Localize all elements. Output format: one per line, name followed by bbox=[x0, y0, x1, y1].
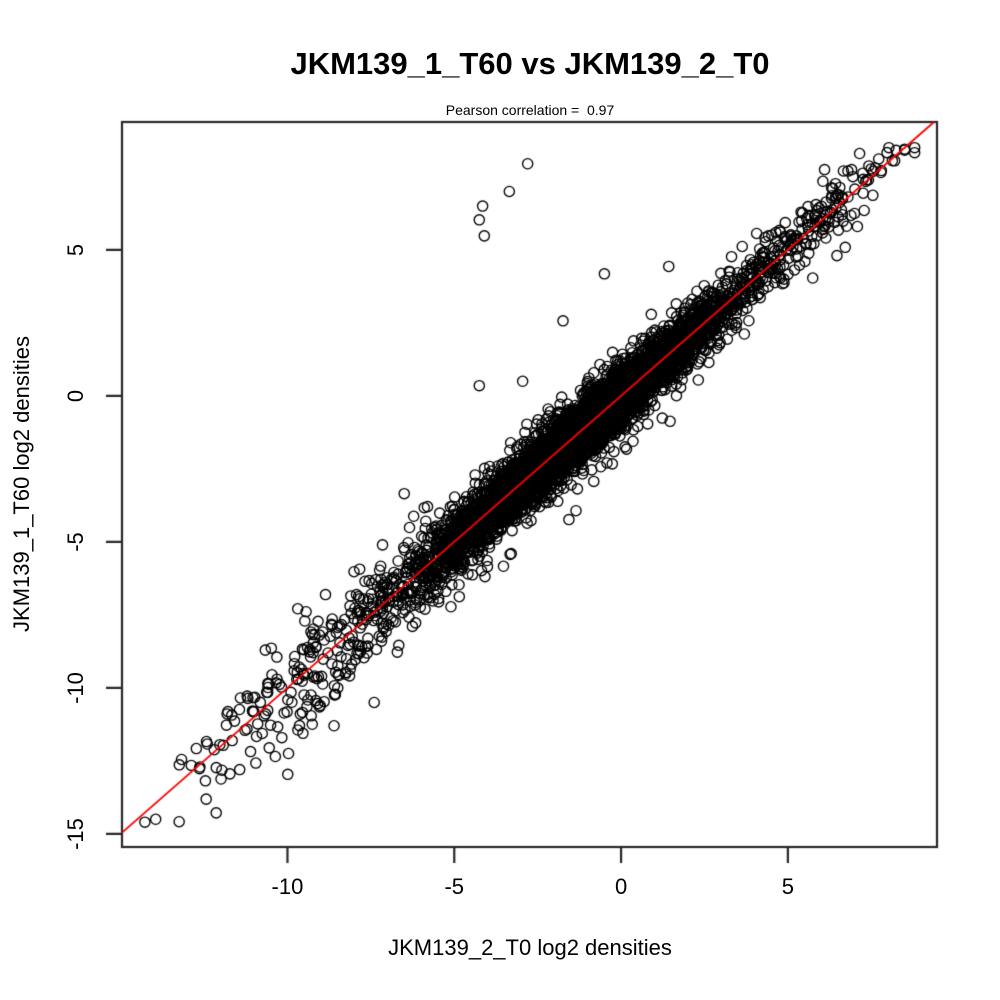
chart-title: JKM139_1_T60 vs JKM139_2_T0 bbox=[290, 46, 770, 81]
y-tick-label: -15 bbox=[63, 817, 88, 850]
x-tick-label: -5 bbox=[444, 874, 465, 899]
y-tick-label: -5 bbox=[63, 532, 88, 552]
x-tick-label: 0 bbox=[614, 874, 628, 899]
y-tick-label: 0 bbox=[63, 389, 88, 402]
chart-subtitle: Pearson correlation = 0.97 bbox=[445, 102, 615, 118]
y-tick-label: 5 bbox=[63, 243, 88, 256]
x-axis-label: JKM139_2_T0 log2 densities bbox=[388, 935, 672, 960]
x-tick-label: -10 bbox=[271, 874, 304, 899]
y-axis-label: JKM139_1_T60 log2 densities bbox=[9, 336, 34, 632]
x-tick-label: 5 bbox=[781, 874, 794, 899]
y-tick-label: -10 bbox=[63, 671, 88, 704]
